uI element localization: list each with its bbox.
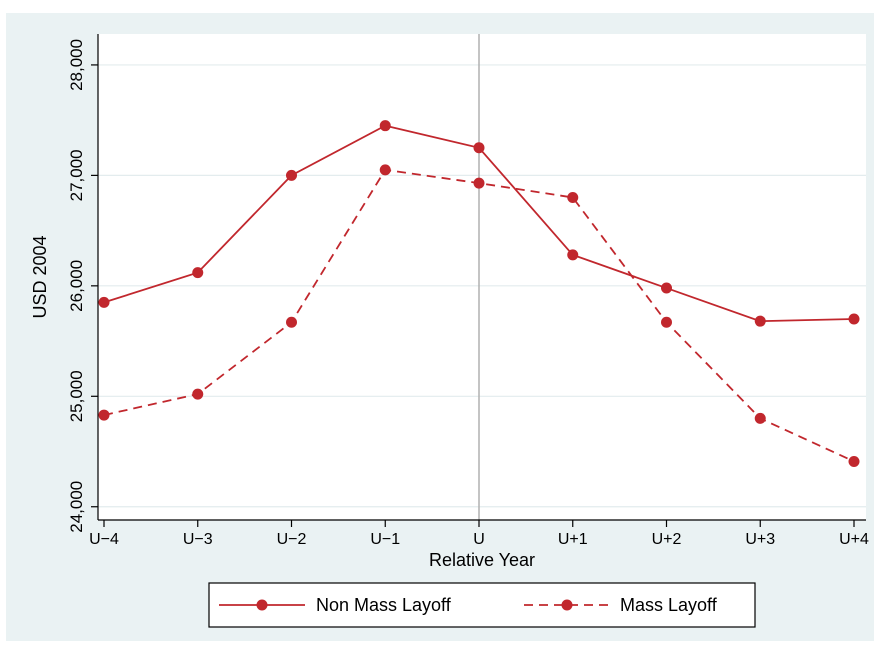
y-tick-label: 24,000	[67, 481, 86, 533]
data-point	[98, 296, 110, 308]
series-non-mass-layoff	[98, 120, 860, 327]
data-point	[754, 412, 766, 424]
data-point	[567, 191, 579, 203]
axes: 24,000 25,000 26,000 27,000 28,000 U−4 U−3 U−2 U…	[67, 34, 869, 548]
data-point	[661, 282, 672, 294]
data-point	[848, 313, 860, 325]
x-tick-label: U−1	[370, 531, 400, 548]
data-point	[286, 169, 297, 181]
x-tick-label: U−4	[89, 531, 119, 548]
data-point	[98, 409, 110, 421]
data-point	[473, 142, 485, 154]
series-mass-layoff	[98, 164, 860, 467]
x-tick-label: U+4	[839, 531, 869, 548]
data-point	[848, 455, 860, 467]
data-point	[192, 388, 204, 400]
data-point	[473, 177, 485, 189]
legend-label: Non Mass Layoff	[316, 595, 452, 615]
x-tick-label: U−3	[183, 531, 213, 548]
legend-entry: Mass Layoff	[524, 595, 718, 615]
legend-entry: Non Mass Layoff	[219, 595, 452, 615]
data-point	[661, 316, 672, 328]
x-tick-label: U+2	[652, 531, 682, 548]
x-tick-label: U+3	[745, 531, 775, 548]
gridlines	[98, 64, 866, 508]
legend-marker	[561, 599, 573, 611]
legend-marker	[256, 599, 268, 611]
y-tick-label: 27,000	[67, 149, 86, 201]
y-tick-label: 25,000	[67, 370, 86, 422]
plot-area	[98, 34, 866, 520]
x-tick-label: U−2	[277, 531, 307, 548]
series-group	[98, 120, 860, 467]
legend: Non Mass Layoff Mass Layoff	[208, 582, 756, 628]
x-axis-title: Relative Year	[429, 550, 535, 570]
data-point	[754, 315, 766, 327]
y-tick-label: 26,000	[67, 260, 86, 312]
data-point	[379, 164, 391, 176]
y-axis-title: USD 2004	[30, 235, 50, 318]
data-point	[192, 267, 204, 279]
y-tick-label: 28,000	[67, 39, 86, 91]
x-tick-label: U+1	[558, 531, 588, 548]
data-point	[379, 120, 391, 132]
data-point	[286, 316, 297, 328]
x-tick-label: U	[473, 531, 485, 548]
data-point	[567, 249, 579, 261]
legend-label: Mass Layoff	[620, 595, 718, 615]
